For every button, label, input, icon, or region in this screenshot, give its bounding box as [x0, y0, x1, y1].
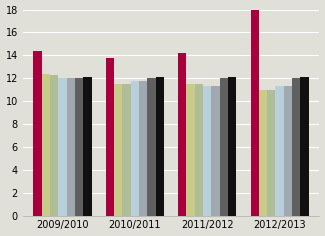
Bar [259, 90, 267, 215]
Bar [300, 77, 309, 215]
Bar [156, 77, 164, 215]
Bar [131, 80, 139, 215]
Bar [58, 78, 67, 215]
Bar [67, 78, 75, 215]
Bar [203, 86, 212, 215]
Bar [267, 90, 276, 215]
Bar [220, 78, 228, 215]
Bar [228, 77, 236, 215]
Bar [123, 84, 131, 215]
Bar [292, 78, 300, 215]
Bar [106, 58, 114, 215]
Bar [276, 86, 284, 215]
Bar [33, 51, 42, 215]
Bar [195, 84, 203, 215]
Bar [284, 86, 292, 215]
Bar [212, 86, 220, 215]
Bar [139, 80, 148, 215]
Bar [148, 78, 156, 215]
Bar [251, 9, 259, 215]
Bar [50, 75, 58, 215]
Bar [178, 53, 187, 215]
Bar [84, 77, 92, 215]
Bar [42, 74, 50, 215]
Bar [114, 84, 123, 215]
Bar [187, 84, 195, 215]
Bar [75, 78, 84, 215]
